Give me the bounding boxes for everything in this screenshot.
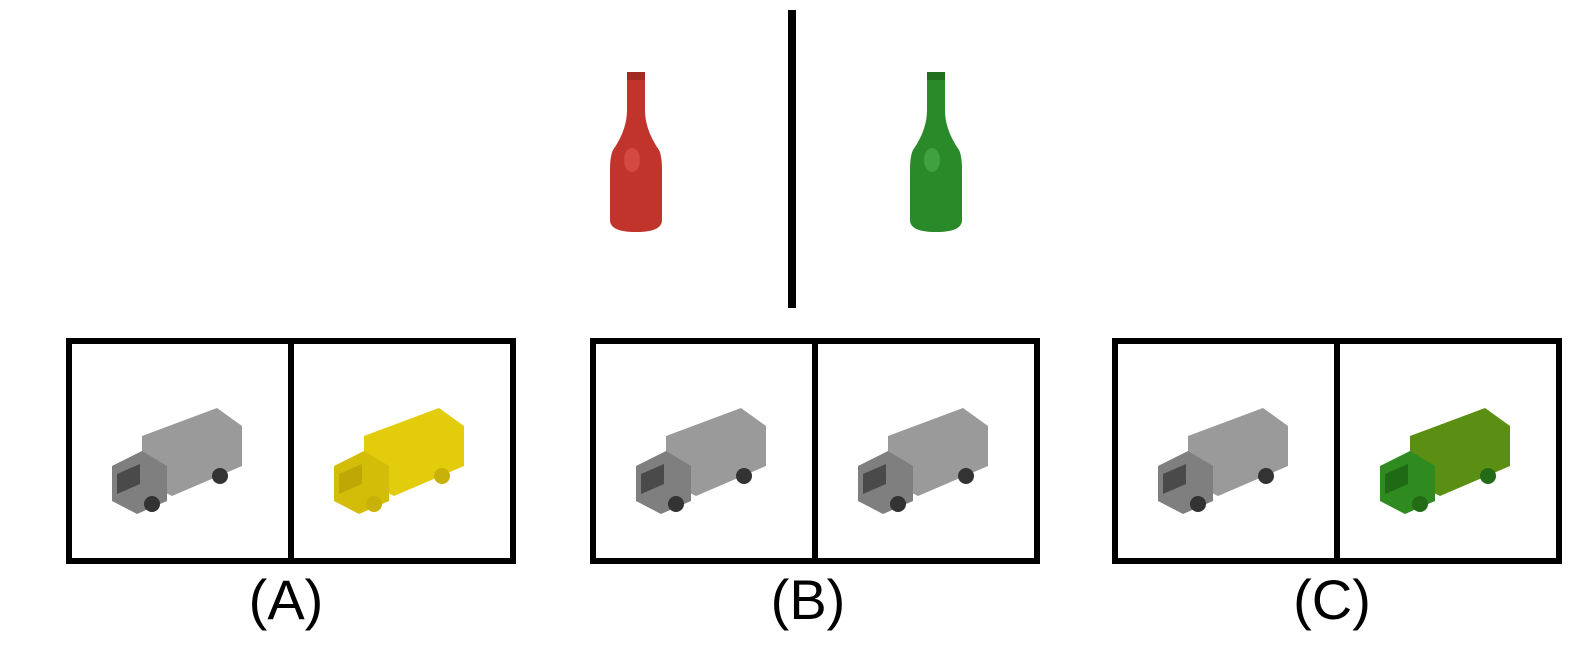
green-truck-icon [1380, 408, 1510, 514]
panel-divider [288, 344, 294, 558]
center-divider [788, 10, 796, 308]
yellow-truck-icon [334, 408, 464, 514]
option-b-panel[interactable] [590, 338, 1040, 564]
option-c-label: (C) [1293, 568, 1371, 631]
panel-divider [1334, 344, 1340, 558]
gray-truck-icon [1158, 408, 1288, 514]
gray-truck-icon [112, 408, 242, 514]
option-a-panel[interactable] [66, 338, 516, 564]
option-a-label: (A) [248, 568, 324, 631]
red-bottle-icon [610, 72, 662, 232]
option-c-panel[interactable] [1112, 338, 1562, 564]
green-bottle-icon [910, 72, 962, 232]
gray-truck-icon [636, 408, 766, 514]
gray-truck-icon [858, 408, 988, 514]
panel-divider [812, 344, 818, 558]
option-b-label: (B) [770, 568, 846, 631]
